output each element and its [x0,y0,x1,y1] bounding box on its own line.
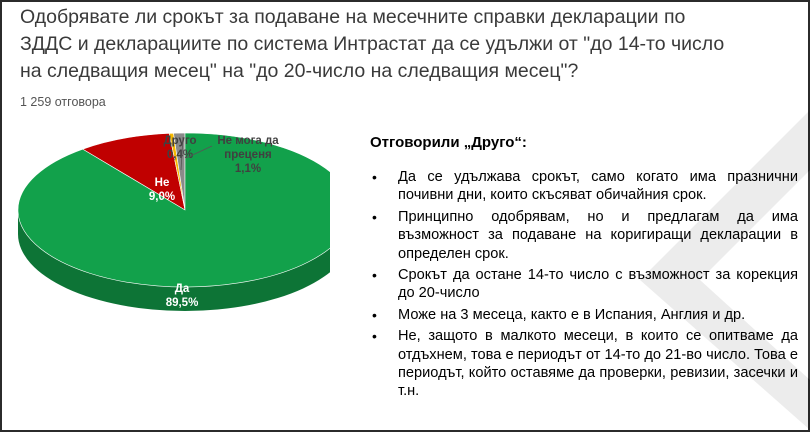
others-item: Може на 3 месеца, както е в Испания, Анг… [370,306,798,325]
others-title: Отговорили „Друго“: [370,134,527,151]
pie-label-no: Не 9,0% [149,177,175,203]
others-item: Да се удължава срокът, само когато има п… [370,168,798,205]
others-item: Принципно одобрявам, но и предлагам да и… [370,208,798,263]
pie-slice-no [81,133,186,211]
pie-slice-yes [17,132,330,288]
others-item: Срокът да остане 14-то число с възможнос… [370,266,798,303]
pie-chart: Да 89,5%Не 9,0%Друго 0,4%Не мога да преценя 1… [17,132,330,311]
pie-label-undecided: Не мога да преценя 1,1% [217,135,279,175]
survey-question: Одобрявате ли срокът за подаване на месе… [20,6,725,82]
leader-line-other [180,136,184,171]
others-list: Да се удължава срокът, само когато има п… [370,168,798,404]
response-count: 1 259 отговора [20,95,106,109]
leader-line-undecided [185,145,213,159]
pie-slice-side [18,210,330,311]
others-item: Не, защото в малкото месеци, в които се … [370,327,798,401]
pie-label-yes: Да 89,5% [166,283,199,309]
